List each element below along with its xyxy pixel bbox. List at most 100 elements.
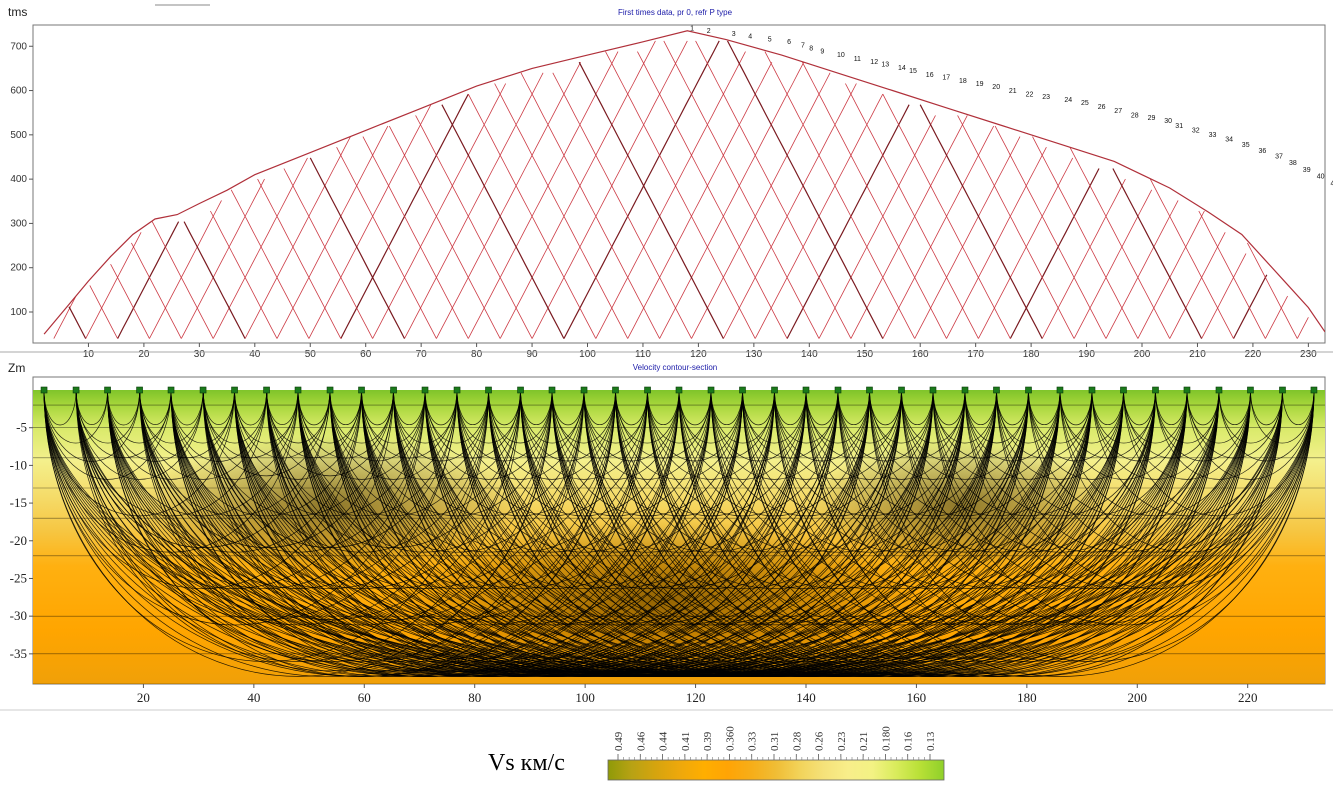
traveltime-curve [1041,178,1126,339]
source-marker [866,386,873,394]
traveltime-curve [362,136,469,339]
y-tick-label: -25 [10,570,27,585]
ray-path [964,389,1029,444]
traveltime-curve [388,125,501,339]
traveltime-x-ticks: 10 20 30 40 50 60 70 80 90 100 110 120 130 140 150 160 1… [83,343,1317,360]
ray-path [170,389,235,444]
traveltime-curve [151,221,214,339]
ray-path [393,389,902,677]
ray-path [43,389,108,444]
velocity-y-ticks: -5 -10 -15 -20 -25 -30 -35 [10,420,33,661]
ray-path [1218,389,1283,444]
receiver-label: 15 [909,68,917,75]
receiver-label: 40 [1317,174,1325,181]
traveltime-curve [531,40,688,339]
source-marker [485,386,492,394]
ray-path [456,389,966,677]
ray-path [964,389,1220,553]
traveltime-curve [89,285,118,339]
colorbar-tick-label: 0.44 [658,731,670,751]
ray-path [647,389,902,553]
ray-path [75,389,712,672]
ray-path [869,389,1188,590]
ray-path [710,389,966,553]
ray-path [266,389,775,672]
traveltime-curve [818,115,936,339]
layer-boundaries [33,404,1325,684]
traveltime-curve [110,264,150,339]
ray-path [647,389,839,517]
ray-path [901,389,1156,553]
ray-path [520,389,712,517]
traveltime-curve [1105,200,1179,339]
x-tick-label: 100 [579,349,596,360]
ray-path [837,389,1156,590]
x-tick-label: 200 [1134,349,1151,360]
x-tick-label: 110 [635,349,651,360]
traveltime-curve [372,83,507,339]
traveltime-curve [919,104,1043,339]
source-marker [326,386,334,394]
traveltime-curve [499,40,656,339]
receiver-label: 31 [1175,123,1183,130]
source-marker [612,386,619,394]
x-tick-label: 60 [360,349,372,360]
traveltime-curve [659,62,805,339]
ray-path [1282,389,1315,425]
ray-path [774,389,966,517]
traveltime-curves [43,30,1325,339]
x-tick-label: 30 [194,349,206,360]
ray-path [901,389,1029,480]
receiver-label: 4 [748,34,752,41]
x-tick-label: 70 [416,349,428,360]
ray-path [901,389,1220,590]
ray-path [869,389,1124,553]
ray-path [964,389,1061,462]
y-tick-label: 200 [10,263,27,274]
colorscale-legend: Vs км/с 0.49 0.46 0.44 0.41 0.39 0.360 0.33 0.3… [488,726,945,781]
traveltime-curve [131,242,182,339]
ray-path [1091,389,1188,462]
ray-path [1218,389,1315,462]
ray-path [647,389,1156,677]
receiver-label: 13 [881,62,889,69]
ray-path [901,389,1283,626]
x-tick-label: 80 [471,349,483,360]
colorscale-label: Vs км/с [488,750,565,776]
ray-path [551,389,1061,677]
ray-path [520,389,616,462]
source-marker [961,386,969,394]
traveltime-curve [1198,210,1266,339]
ray-path [805,389,1124,590]
receiver-label: 17 [942,75,950,82]
receiver-label: 35 [1242,142,1250,149]
ray-path [361,389,870,677]
ray-path [805,389,997,517]
ray-path [424,389,934,677]
traveltime-curve [845,83,979,339]
traveltime-curve [1073,189,1153,339]
source-marker [675,386,683,394]
source-marker [1120,386,1127,394]
x-tick-label: 120 [690,349,707,360]
source-marker [929,386,937,394]
receiver-label: 34 [1225,137,1233,144]
traveltime-panel: First times data, pr 0, refr P type tms … [8,4,1333,360]
ray-path [647,389,966,590]
ray-path [520,389,585,444]
source-marker [72,386,80,394]
traveltime-curve [1069,147,1171,339]
x-tick-label: 160 [907,690,927,705]
velocity-x-ticks: 20 40 60 80 100 120 140 160 180 200 220 [137,684,1257,705]
x-tick-label: 150 [856,349,873,360]
traveltime-curve [691,72,831,339]
ray-path [837,389,1093,553]
receiver-label: 6 [787,39,791,46]
traveltime-curve [283,168,373,339]
ray-path [1155,389,1283,480]
x-tick-label: 200 [1128,690,1148,705]
source-marker [834,386,842,394]
ray-path [964,389,1283,590]
source-marker [1247,386,1254,394]
ray-path [805,389,934,480]
